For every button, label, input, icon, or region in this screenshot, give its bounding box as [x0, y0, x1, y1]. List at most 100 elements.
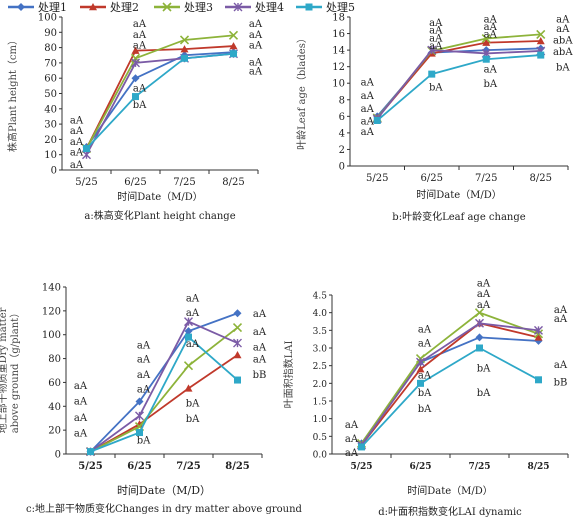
- x-tick-label: 7/25: [468, 462, 490, 472]
- legend: 处理1 处理2 处理3 处理4 处理5: [8, 1, 355, 14]
- significance-label: aA: [484, 64, 498, 75]
- y-tick-label: 0: [339, 162, 345, 173]
- data-point: [233, 350, 242, 359]
- data-point: [475, 318, 484, 328]
- y-tick-label: 30: [44, 120, 57, 131]
- significance-label: aA: [70, 137, 84, 148]
- data-point: [230, 50, 237, 58]
- significance-label: bA: [133, 100, 147, 111]
- x-tick-label: 5/25: [350, 462, 372, 472]
- series-line: [90, 354, 239, 453]
- significance-label: bB: [554, 378, 568, 389]
- series-line: [85, 34, 234, 150]
- x-tick-label: 6/25: [421, 173, 443, 184]
- series-line: [376, 49, 541, 120]
- series-line: [360, 346, 539, 448]
- data-point: [131, 46, 140, 54]
- x-tick-label: 5/25: [75, 177, 97, 188]
- chart-panel-d: 0.0 0.5 1.0 1.5 2.0 2.5 3.0 3.5 4.0 4.5 5/25 6/25 7/…: [282, 279, 569, 518]
- significance-label: aA: [361, 104, 375, 115]
- y-tick-label: 70: [44, 58, 57, 69]
- series-line: [376, 33, 541, 119]
- x-tick-label: 5/25: [366, 173, 388, 184]
- x-tick-label: 6/25: [124, 177, 146, 188]
- significance-label: bB: [253, 370, 267, 381]
- y-tick-label: 2: [339, 145, 345, 156]
- data-point: [131, 58, 140, 68]
- significance-label: aA: [554, 305, 568, 316]
- significance-label: bA: [418, 388, 432, 399]
- data-point: [534, 333, 543, 341]
- significance-label: aA: [429, 25, 443, 36]
- x-tick-label: 6/25: [409, 462, 431, 472]
- data-point: [428, 70, 436, 78]
- x-axis-label: 时间Date（M/D）: [416, 188, 502, 201]
- y-tick-label: 90: [44, 28, 57, 39]
- significance-label: aA: [133, 83, 147, 94]
- data-point: [482, 38, 491, 46]
- significance-label: aA: [137, 384, 151, 395]
- significance-label: abA: [553, 35, 573, 46]
- y-tick-label: 0.0: [313, 451, 328, 461]
- y-axis-label: 叶龄Leaf age（blades）: [295, 33, 308, 150]
- significance-label: aA: [554, 360, 568, 371]
- data-point: [536, 37, 545, 45]
- data-point: [179, 35, 190, 45]
- significance-label: aA: [418, 339, 432, 350]
- x-axis-label: 时间Date（M/D）: [117, 484, 211, 497]
- data-point: [135, 411, 144, 421]
- data-point: [358, 443, 365, 451]
- significance-label: aA: [74, 429, 88, 440]
- data-point: [474, 308, 485, 318]
- significance-label: abA: [553, 47, 573, 58]
- data-point: [476, 344, 483, 352]
- legend-label: 处理1: [38, 1, 67, 14]
- legend-marker: [233, 2, 243, 12]
- x-tick-label: 6/25: [127, 461, 152, 472]
- y-tick-label: 12: [332, 62, 345, 73]
- significance-label: aA: [556, 15, 570, 26]
- y-tick-label: 18: [332, 13, 345, 24]
- data-point: [427, 45, 437, 55]
- y-tick-label: 20: [44, 135, 57, 146]
- significance-label: bA: [186, 399, 200, 410]
- significance-label: aA: [137, 355, 151, 366]
- panel-caption: a:株高变化Plant height change: [84, 209, 235, 222]
- significance-label: aA: [361, 78, 375, 89]
- significance-label: aA: [249, 67, 263, 78]
- panel-caption: c:地上部干物质变化Changes in dry matter above gr…: [26, 502, 302, 515]
- legend-label: 处理3: [184, 1, 213, 14]
- y-axis-label: 叶面积指数LAI: [282, 341, 295, 409]
- y-tick-label: 4.5: [313, 292, 328, 302]
- data-point: [83, 145, 90, 153]
- significance-label: aA: [484, 15, 498, 26]
- y-axis-label: 株高Plant height（cm）: [6, 35, 19, 152]
- significance-label: aA: [186, 308, 200, 319]
- significance-label: aA: [554, 314, 568, 325]
- data-point: [373, 116, 381, 124]
- y-tick-label: 1.5: [313, 398, 328, 408]
- y-tick-label: 2.0: [313, 380, 328, 390]
- series-line: [85, 52, 234, 150]
- y-tick-label: 3.0: [313, 345, 328, 355]
- series-line: [89, 312, 238, 453]
- significance-label: aA: [74, 413, 88, 424]
- x-axis-label: 时间Date（M/D）: [407, 484, 493, 497]
- y-tick-label: 10: [44, 150, 57, 161]
- data-point: [481, 33, 491, 44]
- series-line: [89, 320, 238, 453]
- significance-label: aA: [249, 30, 263, 41]
- y-tick-label: 80: [48, 354, 61, 365]
- significance-label: aA: [361, 91, 375, 102]
- y-tick-label: 10: [332, 79, 345, 90]
- significance-label: aA: [249, 41, 263, 52]
- significance-label: aA: [477, 279, 491, 290]
- data-point: [482, 55, 490, 63]
- data-point: [184, 317, 193, 327]
- y-tick-label: 100: [42, 330, 61, 341]
- data-point: [180, 45, 189, 53]
- significance-label: bA: [186, 414, 200, 425]
- significance-label: bA: [418, 404, 432, 415]
- significance-label: aA: [361, 127, 375, 138]
- significance-label: aA: [477, 289, 491, 300]
